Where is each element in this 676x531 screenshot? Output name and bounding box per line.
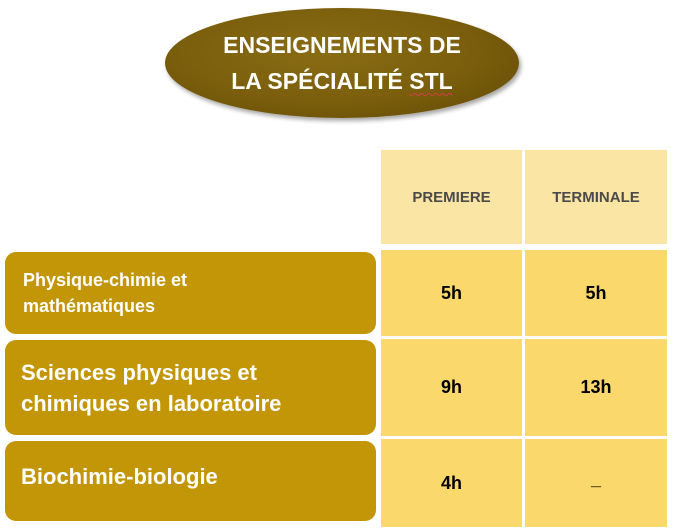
row-label-line: mathématiques	[23, 296, 156, 316]
table-cell-row1-terminale: 5h	[525, 250, 667, 336]
row-label-sciences-physiques: Sciences physiques et chimiques en labor…	[5, 340, 376, 435]
row-label-physique-chimie: Physique-chimie et mathématiques	[5, 252, 376, 334]
title-line-2-prefix: LA SPÉCIALITÉ	[231, 68, 410, 94]
title-line-2: LA SPÉCIALITÉ STL	[231, 63, 453, 99]
table-cell-row3-terminale: _	[525, 439, 667, 527]
column-header-terminale: TERMINALE	[525, 150, 667, 244]
title-line-2-acronym: STL	[409, 68, 453, 94]
table-cell-row2-premiere: 9h	[381, 339, 522, 436]
row-label-line: Sciences physiques et	[21, 359, 257, 385]
table-cell-row2-terminale: 13h	[525, 339, 667, 436]
table-cell-row3-premiere: 4h	[381, 439, 522, 527]
row-label-biochimie: Biochimie-biologie	[5, 441, 376, 521]
row-label-line: Biochimie-biologie	[21, 463, 218, 489]
column-header-premiere: PREMIERE	[381, 150, 522, 244]
table-cell-row1-premiere: 5h	[381, 250, 522, 336]
row-label-line: chimiques en laboratoire	[21, 390, 282, 416]
row-label-line: Physique-chimie et	[23, 270, 188, 290]
page-title: ENSEIGNEMENTS DE LA SPÉCIALITÉ STL	[165, 8, 519, 118]
title-line-1: ENSEIGNEMENTS DE	[223, 32, 461, 58]
